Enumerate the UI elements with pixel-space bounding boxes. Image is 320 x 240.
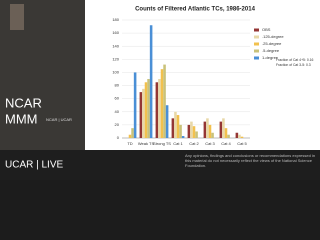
bar	[142, 88, 145, 138]
bar	[160, 69, 164, 138]
x-tick-label: Cat 4	[221, 141, 231, 146]
bar	[222, 118, 225, 138]
y-tick-label: 40	[115, 109, 120, 114]
bar	[171, 118, 175, 138]
logo-top: NCAR	[5, 95, 42, 110]
bar	[224, 128, 228, 138]
bar	[219, 121, 223, 138]
bar	[211, 132, 214, 138]
annotation: Fraction of Cat 3-5: 0.3	[276, 63, 311, 67]
frame: NCAR MMM NCAR | UCAR UCAR | LIVE Any opi…	[0, 0, 320, 180]
x-tick-label: Strong TS	[153, 141, 171, 146]
bar	[192, 126, 196, 138]
bar	[147, 79, 150, 138]
bar	[131, 128, 134, 138]
bar	[128, 134, 132, 138]
bar	[163, 64, 166, 138]
bar	[206, 118, 209, 138]
bar	[149, 25, 153, 138]
bar	[133, 72, 137, 138]
legend-label: 1-degree	[262, 55, 279, 60]
bar	[179, 124, 182, 138]
x-tick-label: Weak TS	[138, 141, 155, 146]
disclaimer: Any opinions, findings and conclusions o…	[185, 153, 316, 168]
legend-label: .125-degree	[262, 34, 284, 39]
footer	[0, 150, 320, 180]
legend-label: .25-degree	[262, 41, 282, 46]
x-tick-label: Cat 1	[173, 141, 183, 146]
x-tick-label: TD	[127, 141, 132, 146]
x-tick-label: Cat 2	[189, 141, 199, 146]
y-tick-label: 120	[112, 56, 119, 61]
legend-swatch	[254, 35, 259, 39]
legend-swatch	[254, 49, 259, 53]
slide	[85, 0, 320, 150]
disclaimer-box: Any opinions, findings and conclusions o…	[185, 153, 316, 168]
y-tick-label: 80	[115, 83, 120, 88]
logo-bottom: MMM	[5, 111, 38, 126]
bar	[139, 92, 143, 138]
legend-swatch	[254, 42, 259, 46]
bar	[240, 136, 244, 138]
bar	[181, 136, 185, 138]
bar	[195, 131, 198, 138]
legend-label: OBS	[262, 27, 271, 32]
bar	[158, 79, 161, 138]
legend-label: .5-degree	[262, 48, 280, 53]
bar	[187, 124, 191, 138]
legend-swatch	[254, 56, 259, 60]
bar	[203, 121, 207, 138]
y-tick-label: 180	[112, 17, 119, 22]
bar	[176, 115, 180, 138]
bar	[238, 134, 241, 138]
bar	[155, 82, 159, 138]
logo-small: NCAR | UCAR	[46, 117, 72, 122]
x-tick-label: Cat 5	[237, 141, 247, 146]
bar	[235, 132, 239, 138]
x-tick-label: Cat 3	[205, 141, 215, 146]
y-tick-label: 60	[115, 96, 120, 101]
legend-swatch	[254, 28, 259, 32]
y-tick-label: 140	[112, 43, 119, 48]
y-tick-label: 160	[112, 30, 119, 35]
bar	[144, 82, 148, 138]
screen: NCAR MMM NCAR | UCAR UCAR | LIVE Any opi…	[0, 0, 320, 180]
bar	[227, 134, 230, 138]
y-tick-label: 0	[117, 135, 120, 140]
speaker	[10, 4, 24, 30]
brand: UCAR | LIVE	[5, 160, 63, 171]
bar	[165, 105, 169, 138]
bar	[174, 111, 177, 138]
y-tick-label: 100	[112, 70, 119, 75]
chart-title: Counts of Filtered Atlantic TCs, 1986-20…	[135, 7, 255, 13]
bar	[190, 121, 193, 138]
y-tick-label: 20	[115, 122, 120, 127]
annotation: Fraction of Cat 4+5: 0.16	[276, 58, 314, 62]
bar	[208, 124, 212, 138]
